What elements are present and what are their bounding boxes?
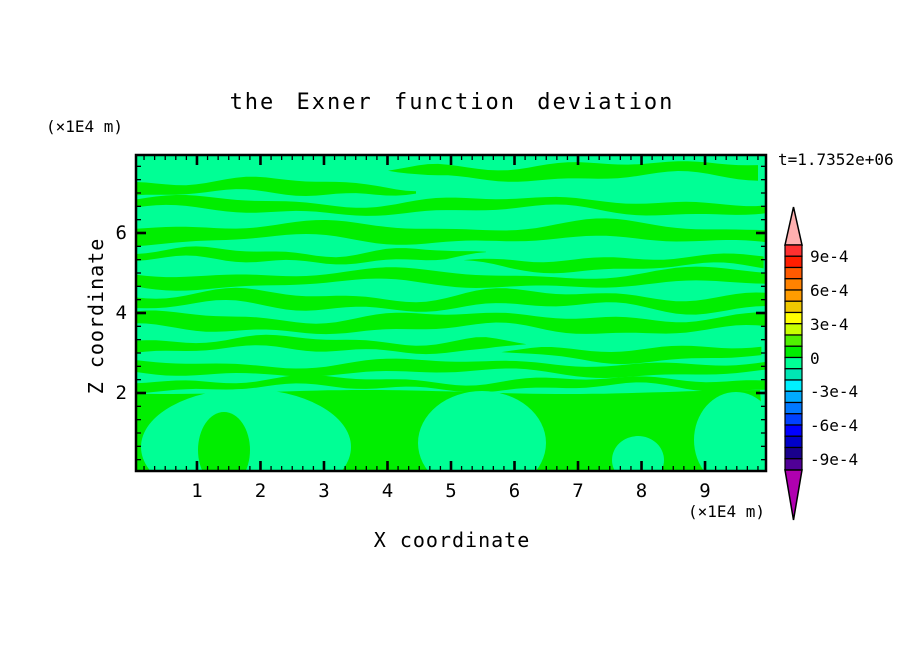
colorbar-segment xyxy=(784,300,803,314)
colorbar-tick-label: -3e-4 xyxy=(810,382,859,402)
colorbar-segment xyxy=(784,368,803,381)
x-axis-title: X coordinate xyxy=(373,528,531,552)
z-tick-label: 6 xyxy=(115,222,127,244)
colorbar-segment xyxy=(784,278,803,291)
plot-title: the Exner function deviation xyxy=(229,90,675,115)
colorbar-segment xyxy=(784,424,803,437)
x-tick-label: 9 xyxy=(699,480,711,502)
colorbar-segment xyxy=(784,244,803,257)
colorbar-segment xyxy=(784,323,803,336)
colorbar-segment xyxy=(784,458,803,471)
x-axis-unit-label: (×1E4 m) xyxy=(688,502,766,521)
contour-field xyxy=(136,155,766,471)
z-axis-unit-label: (×1E4 m) xyxy=(46,117,124,136)
colorbar-tick-label: 3e-4 xyxy=(810,314,849,334)
colorbar-segment xyxy=(784,379,803,392)
colorbar-tick-label: 6e-4 xyxy=(810,281,849,300)
colorbar-segment xyxy=(784,446,803,460)
colorbar-over-arrow xyxy=(784,206,803,246)
colorbar-segment xyxy=(784,401,803,415)
colorbar-under-arrow xyxy=(784,469,803,521)
x-tick-label: 8 xyxy=(635,480,648,502)
colorbar-tick-label: -6e-4 xyxy=(810,416,859,435)
colorbar-segment xyxy=(784,435,803,449)
colorbar-segment xyxy=(784,266,803,280)
colorbar-tick-label: 0 xyxy=(810,348,820,368)
colorbar-segment xyxy=(784,334,803,347)
x-tick-label: 7 xyxy=(572,480,584,502)
colorbar-segment xyxy=(784,345,803,359)
x-tick-label: 1 xyxy=(191,480,203,502)
x-tick-label: 4 xyxy=(381,480,394,502)
plot-frame xyxy=(134,153,768,473)
z-tick-label: 4 xyxy=(115,302,127,324)
colorbar-tick-label: 9e-4 xyxy=(810,247,849,267)
x-tick-label: 5 xyxy=(445,480,457,502)
colorbar xyxy=(784,206,803,521)
colorbar-segment xyxy=(784,311,803,325)
colorbar-segment xyxy=(784,390,803,404)
time-annotation: t=1.7352e+06 xyxy=(778,150,894,169)
x-tick-label: 2 xyxy=(254,480,267,502)
colorbar-segment xyxy=(784,289,803,302)
colorbar-tick-label: -9e-4 xyxy=(810,449,859,469)
colorbar-segment xyxy=(784,413,803,426)
z-tick-label: 2 xyxy=(115,382,127,404)
colorbar-segment xyxy=(784,356,803,370)
axis-ticks xyxy=(137,156,765,470)
positive-stripes xyxy=(136,161,766,471)
x-tick-label: 6 xyxy=(508,480,521,502)
x-tick-label: 3 xyxy=(318,480,330,502)
colorbar-segment xyxy=(784,255,803,269)
